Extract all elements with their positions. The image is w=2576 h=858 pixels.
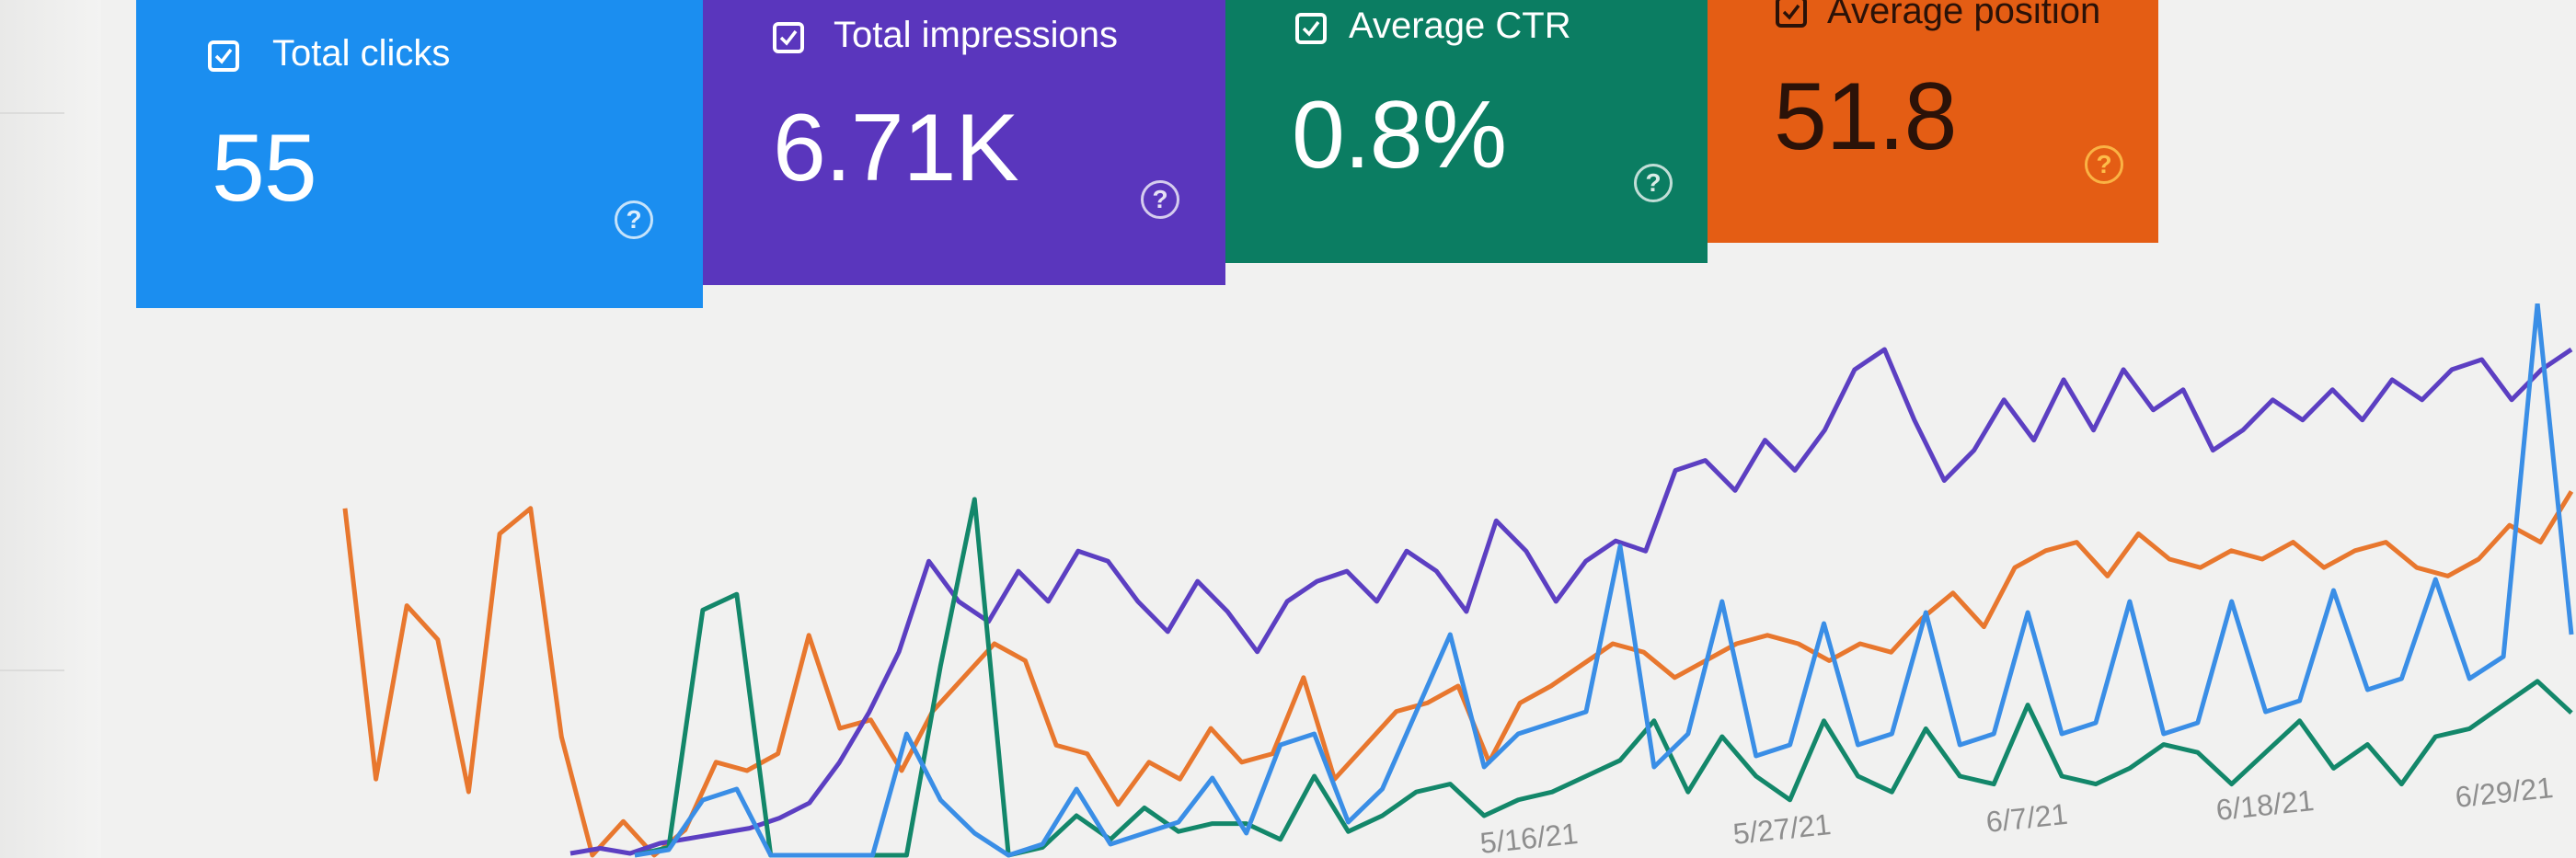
divider <box>0 112 64 114</box>
help-circle-icon[interactable]: ? <box>615 200 653 239</box>
x-tick-label: 6/29/21 <box>2454 771 2555 814</box>
metric-value: 55 <box>212 115 317 222</box>
series-line-3 <box>634 303 2574 858</box>
metric-label: Total clicks <box>272 33 451 74</box>
checkbox-checked-icon[interactable] <box>208 40 239 72</box>
metric-value: 51.8 <box>1774 63 1957 170</box>
x-tick-label: 6/7/21 <box>1984 797 2069 839</box>
metric-card-total-clicks[interactable]: Total clicks 55 ? <box>136 0 703 308</box>
metric-label: Total impressions <box>834 15 1119 55</box>
x-tick-label: 5/27/21 <box>1731 807 1833 851</box>
x-tick-label: 5/16/21 <box>1478 817 1580 858</box>
checkbox-checked-icon[interactable] <box>1776 0 1807 28</box>
metric-label: Average CTR <box>1349 6 1571 46</box>
checkbox-checked-icon[interactable] <box>1295 13 1327 44</box>
metric-card-average-ctr[interactable]: Average CTR 0.8% ? <box>1225 0 1708 263</box>
metric-value: 0.8% <box>1292 82 1507 189</box>
x-tick-label: 6/18/21 <box>2214 784 2316 827</box>
left-gutter <box>0 0 101 858</box>
divider <box>0 669 64 671</box>
series-line-1 <box>569 347 2573 856</box>
help-circle-icon[interactable]: ? <box>1634 164 1673 202</box>
help-circle-icon[interactable]: ? <box>2085 145 2123 184</box>
help-circle-icon[interactable]: ? <box>1141 180 1179 219</box>
metric-card-total-impressions[interactable]: Total impressions 6.71K ? <box>703 0 1225 285</box>
metric-card-average-position[interactable]: Average position 51.8 ? <box>1708 0 2158 243</box>
series-line-2 <box>634 497 2573 858</box>
series-line-0 <box>342 490 2574 858</box>
performance-chart: 5/16/21 5/27/21 6/7/21 6/18/21 6/29/21 <box>138 303 2576 858</box>
checkbox-checked-icon[interactable] <box>773 22 804 53</box>
metric-label: Average position <box>1827 0 2101 31</box>
metric-value: 6.71K <box>773 95 1019 201</box>
